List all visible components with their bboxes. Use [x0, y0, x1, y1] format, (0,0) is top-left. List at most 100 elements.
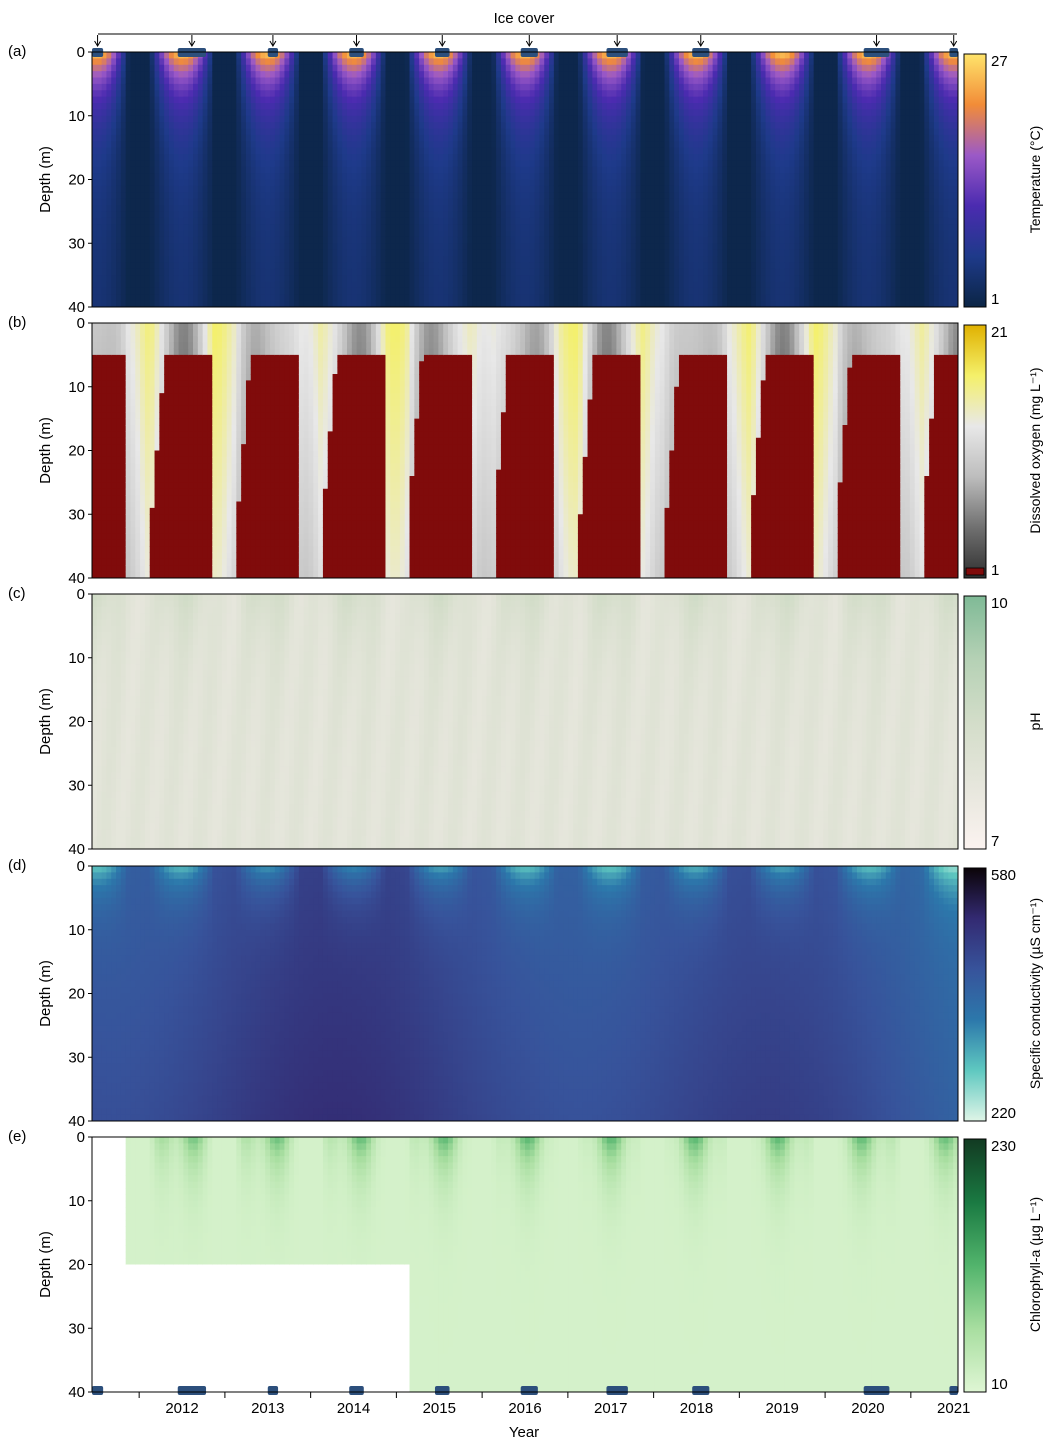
heatmap-cell	[101, 185, 108, 193]
heatmap-cell	[226, 236, 233, 244]
heatmap-cell	[390, 256, 396, 263]
heatmap-cell	[130, 294, 136, 302]
heatmap-cell	[313, 52, 319, 59]
heatmap-cell	[544, 217, 550, 225]
heatmap-cell	[154, 83, 160, 91]
heatmap-cell	[544, 179, 550, 187]
heatmap-cell	[529, 134, 536, 142]
heatmap-cell	[409, 275, 415, 283]
heatmap-cell	[149, 192, 156, 200]
heatmap-cell	[419, 166, 425, 174]
heatmap-cell	[500, 103, 507, 110]
heatmap-cell	[226, 211, 233, 219]
heatmap-cell	[553, 205, 560, 212]
heatmap-cell	[221, 103, 228, 110]
heatmap-cell	[539, 243, 545, 251]
heatmap-cell	[294, 287, 300, 295]
heatmap-cell	[260, 96, 266, 104]
heatmap-cell	[178, 249, 185, 257]
heatmap-cell	[221, 115, 228, 123]
heatmap-cell	[159, 58, 165, 66]
heatmap-cell	[414, 173, 420, 181]
heatmap-cell	[106, 160, 112, 168]
heatmap-cell	[438, 287, 444, 295]
heatmap-cell	[125, 71, 132, 79]
heatmap-cell	[635, 179, 642, 187]
heatmap-cell	[217, 77, 223, 85]
heatmap-cell	[659, 64, 666, 72]
heatmap-cell	[457, 185, 464, 193]
heatmap-cell	[385, 230, 391, 238]
heatmap-cell	[678, 294, 685, 302]
heatmap-cell	[544, 64, 550, 72]
heatmap-cell	[630, 192, 637, 200]
heatmap-cell	[544, 77, 550, 85]
heatmap-cell	[683, 166, 690, 174]
heatmap-cell	[683, 122, 690, 130]
heatmap-cell	[279, 173, 286, 181]
heatmap-cell	[597, 58, 603, 66]
heatmap-cell	[284, 166, 290, 174]
heatmap-cell	[423, 262, 430, 270]
heatmap-cell	[289, 211, 295, 219]
heatmap-cell	[462, 300, 468, 307]
heatmap-cell	[173, 77, 180, 85]
heatmap-cell	[539, 236, 545, 244]
heatmap-cell	[626, 281, 632, 289]
heatmap-cell	[395, 262, 401, 270]
heatmap-cell	[173, 205, 180, 212]
heatmap-cell	[606, 224, 613, 232]
heatmap-cell	[111, 243, 117, 251]
heatmap-cell	[366, 154, 372, 161]
heatmap-cell	[255, 154, 261, 161]
heatmap-cell	[313, 103, 319, 110]
heatmap-cell	[226, 185, 233, 193]
heatmap-cell	[236, 141, 242, 149]
heatmap-cell	[245, 192, 252, 200]
heatmap-cell	[467, 71, 473, 79]
heatmap-cell	[515, 281, 521, 289]
heatmap-cell	[361, 192, 367, 200]
heatmap-cell	[659, 173, 666, 181]
heatmap-cell	[144, 294, 151, 302]
heatmap-cell	[534, 224, 541, 232]
heatmap-cell	[563, 166, 569, 174]
heatmap-cell	[462, 224, 468, 232]
heatmap-cell	[385, 287, 391, 295]
heatmap-cell	[265, 58, 271, 66]
heatmap-cell	[356, 205, 363, 212]
heatmap-cell	[221, 268, 228, 276]
heatmap-cell	[361, 268, 367, 276]
heatmap-cell	[582, 147, 589, 155]
heatmap-cell	[159, 103, 165, 110]
heatmap-cell	[245, 122, 252, 130]
heatmap-cell	[245, 185, 252, 193]
heatmap-cell	[106, 128, 112, 136]
heatmap-cell	[375, 166, 382, 174]
heatmap-cell	[409, 173, 415, 181]
heatmap-cell	[207, 287, 213, 295]
heatmap-cell	[399, 90, 406, 98]
heatmap-cell	[635, 160, 642, 168]
heatmap-cell	[443, 128, 449, 136]
heatmap-cell	[438, 109, 444, 117]
heatmap-cell	[500, 90, 507, 98]
heatmap-cell	[371, 154, 377, 161]
heatmap-cell	[553, 287, 560, 295]
heatmap-cell	[601, 96, 608, 104]
heatmap-cell	[577, 166, 584, 174]
heatmap-cell	[159, 211, 165, 219]
heatmap-cell	[322, 134, 329, 142]
heatmap-cell	[270, 249, 276, 257]
heatmap-cell	[419, 115, 425, 123]
heatmap-cell	[356, 300, 363, 307]
heatmap-cell	[683, 71, 690, 79]
heatmap-cell	[221, 128, 228, 136]
heatmap-cell	[149, 205, 156, 212]
heatmap-cell	[683, 294, 690, 302]
heatmap-cell	[404, 275, 411, 283]
heatmap-cell	[496, 236, 502, 244]
heatmap-cell	[448, 224, 454, 232]
heatmap-cell	[481, 224, 488, 232]
heatmap-cell	[664, 179, 670, 187]
